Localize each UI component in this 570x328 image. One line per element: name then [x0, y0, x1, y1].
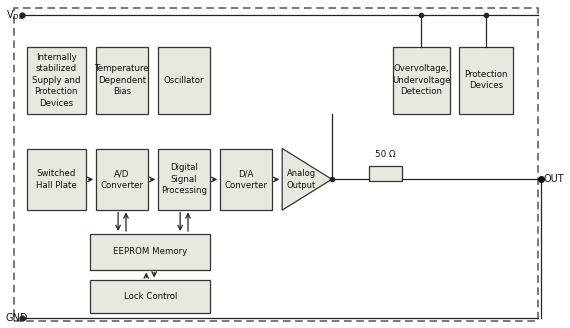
Bar: [91, 234, 210, 270]
Bar: [220, 149, 272, 210]
Text: Overvoltage,
Undervoltage
Detection: Overvoltage, Undervoltage Detection: [392, 64, 451, 96]
Text: Analog
Output: Analog Output: [286, 169, 316, 190]
Text: A/D
Converter: A/D Converter: [100, 169, 144, 190]
Bar: [158, 149, 210, 210]
Bar: [459, 47, 513, 113]
Text: Oscillator: Oscillator: [164, 76, 204, 85]
Text: Switched
Hall Plate: Switched Hall Plate: [36, 169, 77, 190]
Bar: [27, 47, 86, 113]
Polygon shape: [282, 148, 332, 210]
Bar: [369, 166, 402, 181]
Text: OUT: OUT: [543, 174, 564, 184]
Text: Lock Control: Lock Control: [124, 292, 177, 301]
Bar: [91, 280, 210, 313]
Text: Temperature
Dependent
Bias: Temperature Dependent Bias: [95, 64, 149, 96]
Bar: [158, 47, 210, 113]
Bar: [393, 47, 450, 113]
Bar: [96, 149, 148, 210]
Text: Internally
stabilized
Supply and
Protection
Devices: Internally stabilized Supply and Protect…: [32, 53, 80, 108]
Bar: [27, 149, 86, 210]
Text: D/A
Converter: D/A Converter: [225, 169, 267, 190]
Text: 50 Ω: 50 Ω: [375, 150, 396, 159]
Text: Protection
Devices: Protection Devices: [464, 70, 508, 91]
Bar: [96, 47, 148, 113]
Text: V$_{DD}$: V$_{DD}$: [6, 8, 25, 22]
Text: GND: GND: [6, 313, 28, 322]
Text: Digital
Signal
Processing: Digital Signal Processing: [161, 163, 207, 195]
Text: EEPROM Memory: EEPROM Memory: [113, 247, 188, 256]
